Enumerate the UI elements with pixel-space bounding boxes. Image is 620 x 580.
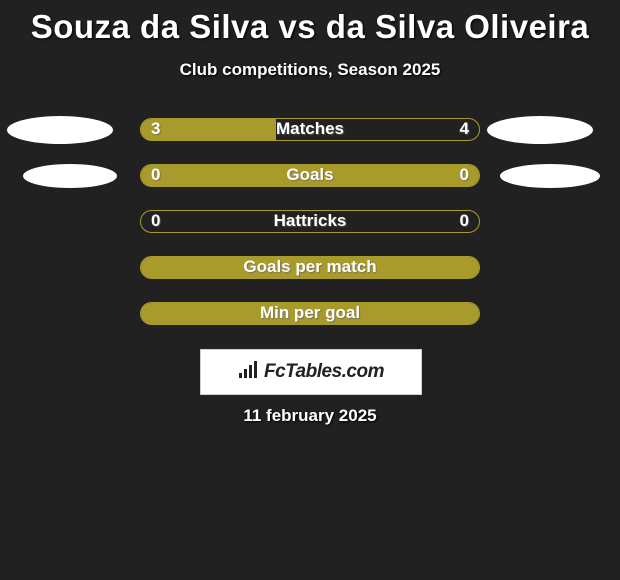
logo-text: FcTables.com bbox=[264, 361, 384, 383]
stat-label: Min per goal bbox=[141, 303, 479, 324]
stat-left-value: 0 bbox=[151, 211, 160, 232]
bar-chart-icon bbox=[238, 361, 260, 384]
stat-label: Goals per match bbox=[141, 257, 479, 278]
date-label: 11 february 2025 bbox=[0, 406, 620, 426]
stat-row: Goals per match bbox=[0, 256, 620, 302]
stat-left-value: 3 bbox=[151, 119, 160, 140]
stat-right-value: 0 bbox=[460, 165, 469, 186]
stat-right-value: 0 bbox=[460, 211, 469, 232]
comparison-infographic: Souza da Silva vs da Silva Oliveira Club… bbox=[0, 0, 620, 580]
stat-bar: Goals per match bbox=[140, 256, 480, 279]
stat-bar: Goals0 0 bbox=[140, 164, 480, 187]
stat-row: Matches3 4 bbox=[0, 118, 620, 164]
page-title: Souza da Silva vs da Silva Oliveira bbox=[0, 0, 620, 46]
attribution-logo: FcTables.com bbox=[200, 349, 422, 395]
player-placeholder-ellipse bbox=[7, 116, 113, 144]
stat-row: Min per goal bbox=[0, 302, 620, 348]
stat-right-value: 4 bbox=[460, 119, 469, 140]
stat-row: Hattricks0 0 bbox=[0, 210, 620, 256]
stats-rows: Matches34Goals00Hattricks00Goals per mat… bbox=[0, 118, 620, 348]
stat-row: Goals0 0 bbox=[0, 164, 620, 210]
stat-bar: Matches3 4 bbox=[140, 118, 480, 141]
stat-left-value: 0 bbox=[151, 165, 160, 186]
player-placeholder-ellipse bbox=[500, 164, 600, 188]
subtitle: Club competitions, Season 2025 bbox=[0, 60, 620, 80]
stat-bar: Min per goal bbox=[140, 302, 480, 325]
player-placeholder-ellipse bbox=[487, 116, 593, 144]
stat-label: Matches bbox=[141, 119, 479, 140]
stat-label: Hattricks bbox=[141, 211, 479, 232]
stat-bar: Hattricks0 0 bbox=[140, 210, 480, 233]
player-placeholder-ellipse bbox=[23, 164, 117, 188]
stat-label: Goals bbox=[141, 165, 479, 186]
